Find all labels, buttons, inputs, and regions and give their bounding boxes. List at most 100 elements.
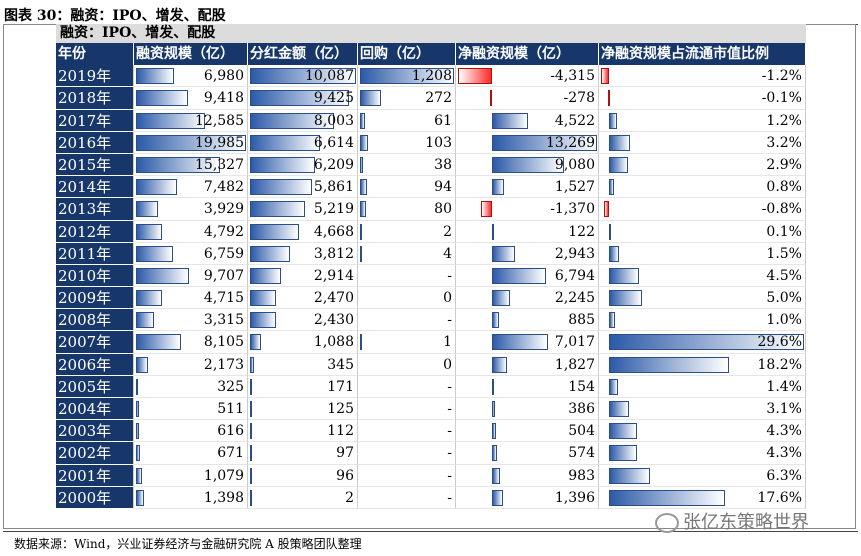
financing-value: 1,398 <box>203 489 244 506</box>
net-cell: 386 <box>456 398 599 421</box>
buyback-bar <box>360 201 367 218</box>
table-row: 2017年 12,585 8,003 61 4,522 1.2% <box>56 109 806 132</box>
ratio-bar <box>608 423 638 440</box>
net-value: 885 <box>568 312 595 329</box>
ratio-bar <box>608 179 615 196</box>
buyback-cell: 272 <box>358 87 456 110</box>
financing-bar <box>136 378 138 395</box>
bottom-rule <box>3 531 858 532</box>
dividend-value: 9,425 <box>313 90 354 107</box>
buyback-value: - <box>447 489 452 506</box>
year-cell: 2002年 <box>56 442 134 465</box>
net-bar <box>492 156 564 173</box>
dividend-bar <box>250 378 252 395</box>
dividend-value: 97 <box>336 445 354 462</box>
financing-value: 9,707 <box>203 267 244 284</box>
buyback-cell: - <box>358 442 456 465</box>
dividend-bar <box>250 68 356 85</box>
net-value: 9,080 <box>554 156 595 173</box>
col-header-buyback: 回购（亿） <box>358 43 456 66</box>
ratio-value: 3.2% <box>766 134 802 151</box>
net-value: 2,245 <box>554 290 595 307</box>
financing-value: 671 <box>217 445 244 462</box>
ratio-bar <box>608 134 630 151</box>
financing-cell: 1,398 <box>134 486 248 509</box>
net-value: 1,396 <box>554 489 595 506</box>
header-row: 年份 融资规模（亿） 分红金额（亿） 回购（亿） 净融资规模（亿） 净融资规模占… <box>56 43 806 66</box>
year-cell: 2014年 <box>56 176 134 199</box>
net-bar <box>489 90 493 107</box>
financing-bar <box>136 290 162 307</box>
financing-cell: 7,482 <box>134 176 248 199</box>
dividend-cell: 6,209 <box>248 153 358 177</box>
net-bar <box>492 401 496 417</box>
year-cell: 2013年 <box>56 198 134 221</box>
dividend-cell: 2,470 <box>248 287 358 310</box>
dividend-value: 6,614 <box>313 134 354 151</box>
table-row: 2014年 7,482 5,861 94 1,527 0.8% <box>56 176 806 199</box>
financing-bar <box>136 156 221 173</box>
ratio-cell: -1.2% <box>599 65 806 88</box>
table-row: 2001年 1,079 96 - 983 6.3% <box>56 464 806 487</box>
buyback-value: - <box>447 467 452 484</box>
buyback-cell: 0 <box>358 353 456 376</box>
buyback-value: - <box>447 378 452 395</box>
net-bar <box>492 267 546 284</box>
ratio-value: 1.5% <box>766 245 802 262</box>
ratio-cell: 6.3% <box>599 464 806 487</box>
net-bar <box>492 112 528 129</box>
ratio-bar <box>608 267 639 284</box>
col-header-net: 净融资规模（亿） <box>456 43 599 66</box>
financing-value: 15,327 <box>195 156 244 173</box>
net-value: -4,315 <box>550 68 595 85</box>
net-value: 122 <box>568 223 595 240</box>
table-row: 2006年 2,173 345 0 1,827 18.2% <box>56 353 806 376</box>
buyback-value: - <box>447 423 452 440</box>
dividend-cell: 2 <box>248 486 358 509</box>
net-bar <box>492 423 497 440</box>
dividend-cell: 3,812 <box>248 242 358 265</box>
table-row: 2005年 325 171 - 154 1.4% <box>56 375 806 398</box>
net-cell: -4,315 <box>456 65 599 88</box>
buyback-cell: 61 <box>358 109 456 132</box>
net-cell: 1,396 <box>456 486 599 509</box>
financing-value: 616 <box>217 423 244 440</box>
net-bar <box>492 223 495 240</box>
dividend-bar <box>250 445 252 462</box>
dividend-bar <box>250 134 320 151</box>
table-row: 2004年 511 125 - 386 3.1% <box>56 398 806 421</box>
ratio-cell: 1.5% <box>599 242 806 265</box>
ratio-cell: 2.9% <box>599 153 806 177</box>
ratio-bar <box>608 156 629 173</box>
financing-cell: 4,715 <box>134 287 248 310</box>
financing-bar <box>136 312 155 329</box>
ratio-bar <box>608 312 616 329</box>
financing-value: 6,759 <box>203 245 244 262</box>
year-cell: 2010年 <box>56 264 134 288</box>
dividend-cell: 1,088 <box>248 331 358 354</box>
financing-cell: 2,173 <box>134 353 248 376</box>
dividend-value: 2 <box>345 489 354 506</box>
ratio-value: -0.8% <box>761 201 802 218</box>
financing-value: 3,929 <box>203 201 244 218</box>
ratio-cell: 17.6% <box>599 486 806 509</box>
buyback-value: 1 <box>443 334 452 351</box>
ratio-value: 3.1% <box>766 401 802 417</box>
buyback-cell: 80 <box>358 198 456 221</box>
dividend-cell: 171 <box>248 375 358 398</box>
buyback-value: 272 <box>425 90 452 107</box>
year-cell: 2015年 <box>56 153 134 177</box>
ratio-bar <box>608 401 630 417</box>
buyback-value: - <box>447 312 452 329</box>
buyback-cell: - <box>358 486 456 509</box>
buyback-cell: 4 <box>358 242 456 265</box>
dividend-bar <box>250 401 252 417</box>
financing-cell: 511 <box>134 398 248 421</box>
financing-bar <box>136 179 178 196</box>
year-cell: 2012年 <box>56 220 134 243</box>
dividend-bar <box>250 201 305 218</box>
table-row: 2015年 15,327 6,209 38 9,080 2.9% <box>56 153 806 177</box>
buyback-value: 61 <box>434 112 452 129</box>
dividend-value: 3,812 <box>313 245 354 262</box>
dividend-value: 4,668 <box>313 223 354 240</box>
